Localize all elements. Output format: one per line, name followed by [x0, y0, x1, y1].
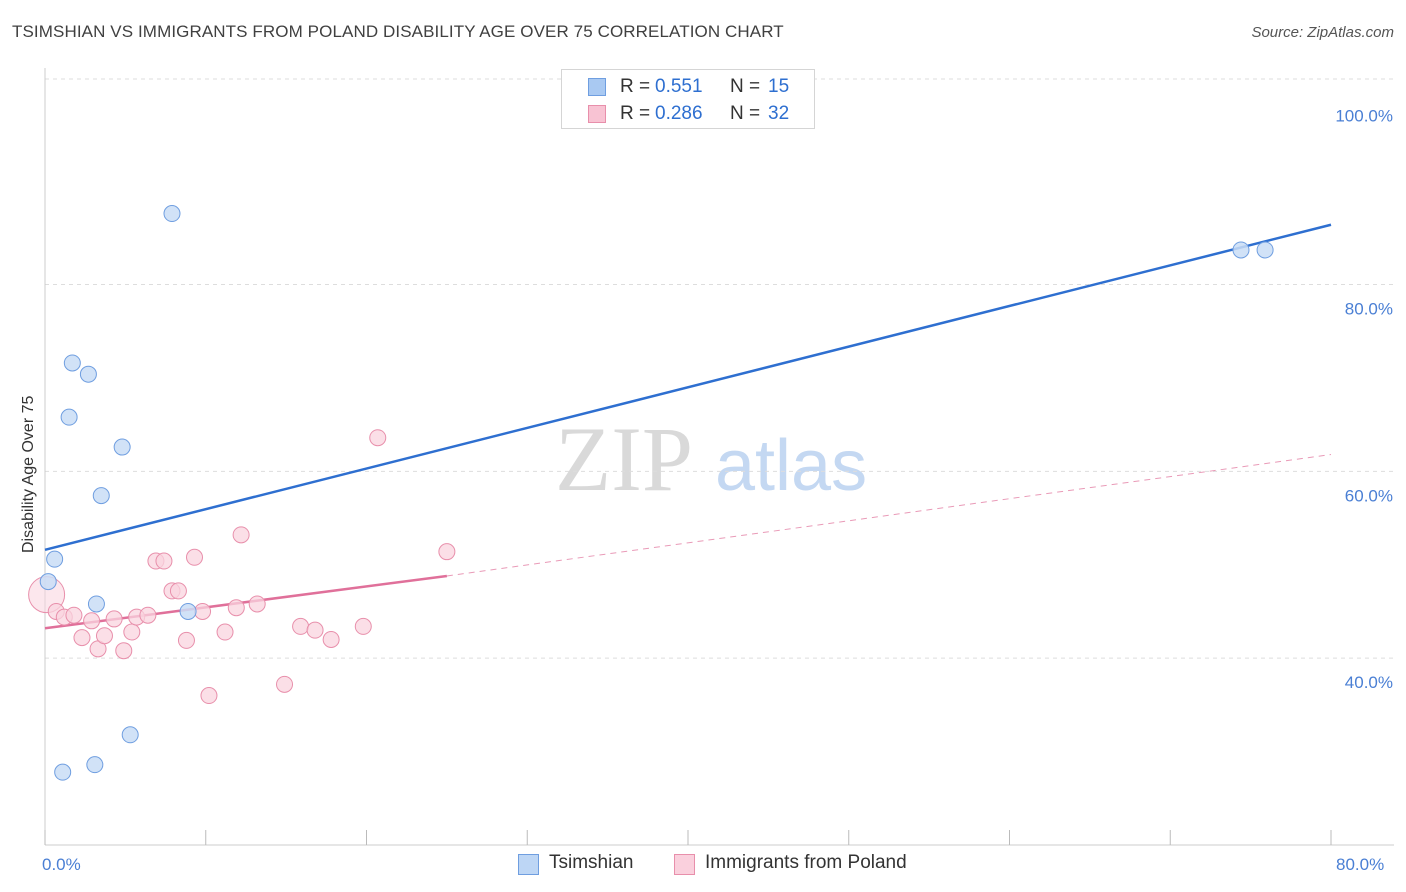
- legend-n-value: 15: [768, 76, 790, 97]
- data-point-tsimshian: [46, 550, 64, 568]
- legend-r-label: R =: [620, 76, 651, 97]
- source-label: Source: ZipAtlas.com: [1251, 24, 1394, 41]
- y-tick-label: 80.0%: [1345, 300, 1393, 319]
- x-tick-label-min: 0.0%: [42, 855, 81, 874]
- legend-n-label: N =: [730, 76, 761, 97]
- data-point-poland: [369, 429, 387, 447]
- trend-line-tsimshian: [44, 223, 1332, 552]
- data-point-tsimshian: [86, 756, 104, 774]
- gridlines: [45, 78, 1394, 659]
- data-point-poland: [227, 599, 245, 617]
- data-point-poland: [155, 552, 173, 570]
- data-point-tsimshian: [87, 595, 105, 613]
- data-point-poland: [354, 617, 372, 635]
- data-point-poland: [73, 629, 91, 647]
- data-point-tsimshian: [1232, 241, 1250, 259]
- y-tick-label: 60.0%: [1345, 486, 1393, 505]
- data-point-poland: [83, 612, 101, 630]
- data-point-tsimshian: [92, 487, 110, 505]
- bottom-legend-label: Immigrants from Poland: [705, 852, 907, 873]
- data-point-tsimshian: [179, 602, 197, 620]
- bottom-legend-swatch-blue: [518, 854, 539, 875]
- legend-r-value: 0.286: [655, 103, 703, 124]
- legend-r-label: R =: [620, 103, 651, 124]
- legend-r-value: 0.551: [655, 76, 703, 97]
- data-point-poland: [306, 621, 324, 639]
- legend-swatch-blue: [588, 78, 606, 96]
- watermark-atlas: atlas: [715, 426, 867, 506]
- data-point-poland: [177, 631, 195, 649]
- data-point-poland: [194, 602, 212, 620]
- data-point-poland: [322, 630, 340, 648]
- data-point-poland: [115, 642, 133, 660]
- data-point-poland: [105, 610, 123, 628]
- y-axis-title: Disability Age Over 75: [20, 395, 37, 553]
- data-point-poland: [216, 623, 234, 641]
- data-point-poland: [232, 526, 250, 544]
- data-points: [28, 205, 1274, 781]
- chart-title: TSIMSHIAN VS IMMIGRANTS FROM POLAND DISA…: [12, 22, 784, 41]
- data-point-tsimshian: [163, 205, 181, 223]
- data-point-poland: [65, 606, 83, 624]
- data-point-poland: [292, 617, 310, 635]
- y-tick-labels: 100.0% 80.0% 60.0% 40.0%: [1335, 107, 1393, 692]
- data-point-tsimshian: [63, 354, 81, 372]
- data-point-tsimshian: [79, 365, 97, 383]
- data-point-tsimshian: [113, 438, 131, 456]
- data-point-poland: [248, 595, 266, 613]
- trend-line-poland-extension: [446, 454, 1332, 577]
- data-point-poland: [95, 627, 113, 645]
- data-point-poland: [200, 687, 218, 705]
- data-point-poland: [169, 582, 187, 600]
- trend-line-poland: [44, 574, 448, 630]
- legend-n-value: 32: [768, 103, 790, 124]
- x-tick-label-max: 80.0%: [1336, 855, 1384, 874]
- bottom-legend-swatch-pink: [674, 854, 695, 875]
- y-tick-label: 40.0%: [1345, 673, 1393, 692]
- data-point-poland: [185, 548, 203, 566]
- data-point-poland: [438, 543, 456, 561]
- correlation-legend: R = 0.551 N = 15 R = 0.286 N = 32: [561, 69, 815, 129]
- data-point-tsimshian: [121, 726, 139, 744]
- watermark: ZIP atlas: [555, 408, 867, 510]
- data-point-poland: [276, 675, 294, 693]
- y-tick-label: 100.0%: [1335, 107, 1393, 126]
- data-point-tsimshian: [60, 408, 78, 426]
- data-point-tsimshian: [39, 573, 57, 591]
- data-point-tsimshian: [54, 763, 72, 781]
- watermark-zip: ZIP: [555, 408, 693, 510]
- bottom-legend-label: Tsimshian: [549, 852, 634, 873]
- axes: [44, 68, 1394, 846]
- data-point-poland: [139, 606, 157, 624]
- legend-n-label: N =: [730, 103, 761, 124]
- data-point-poland: [123, 623, 141, 641]
- x-tick-marks: [44, 830, 1332, 845]
- legend-swatch-pink: [588, 105, 606, 123]
- data-point-tsimshian: [1256, 241, 1274, 259]
